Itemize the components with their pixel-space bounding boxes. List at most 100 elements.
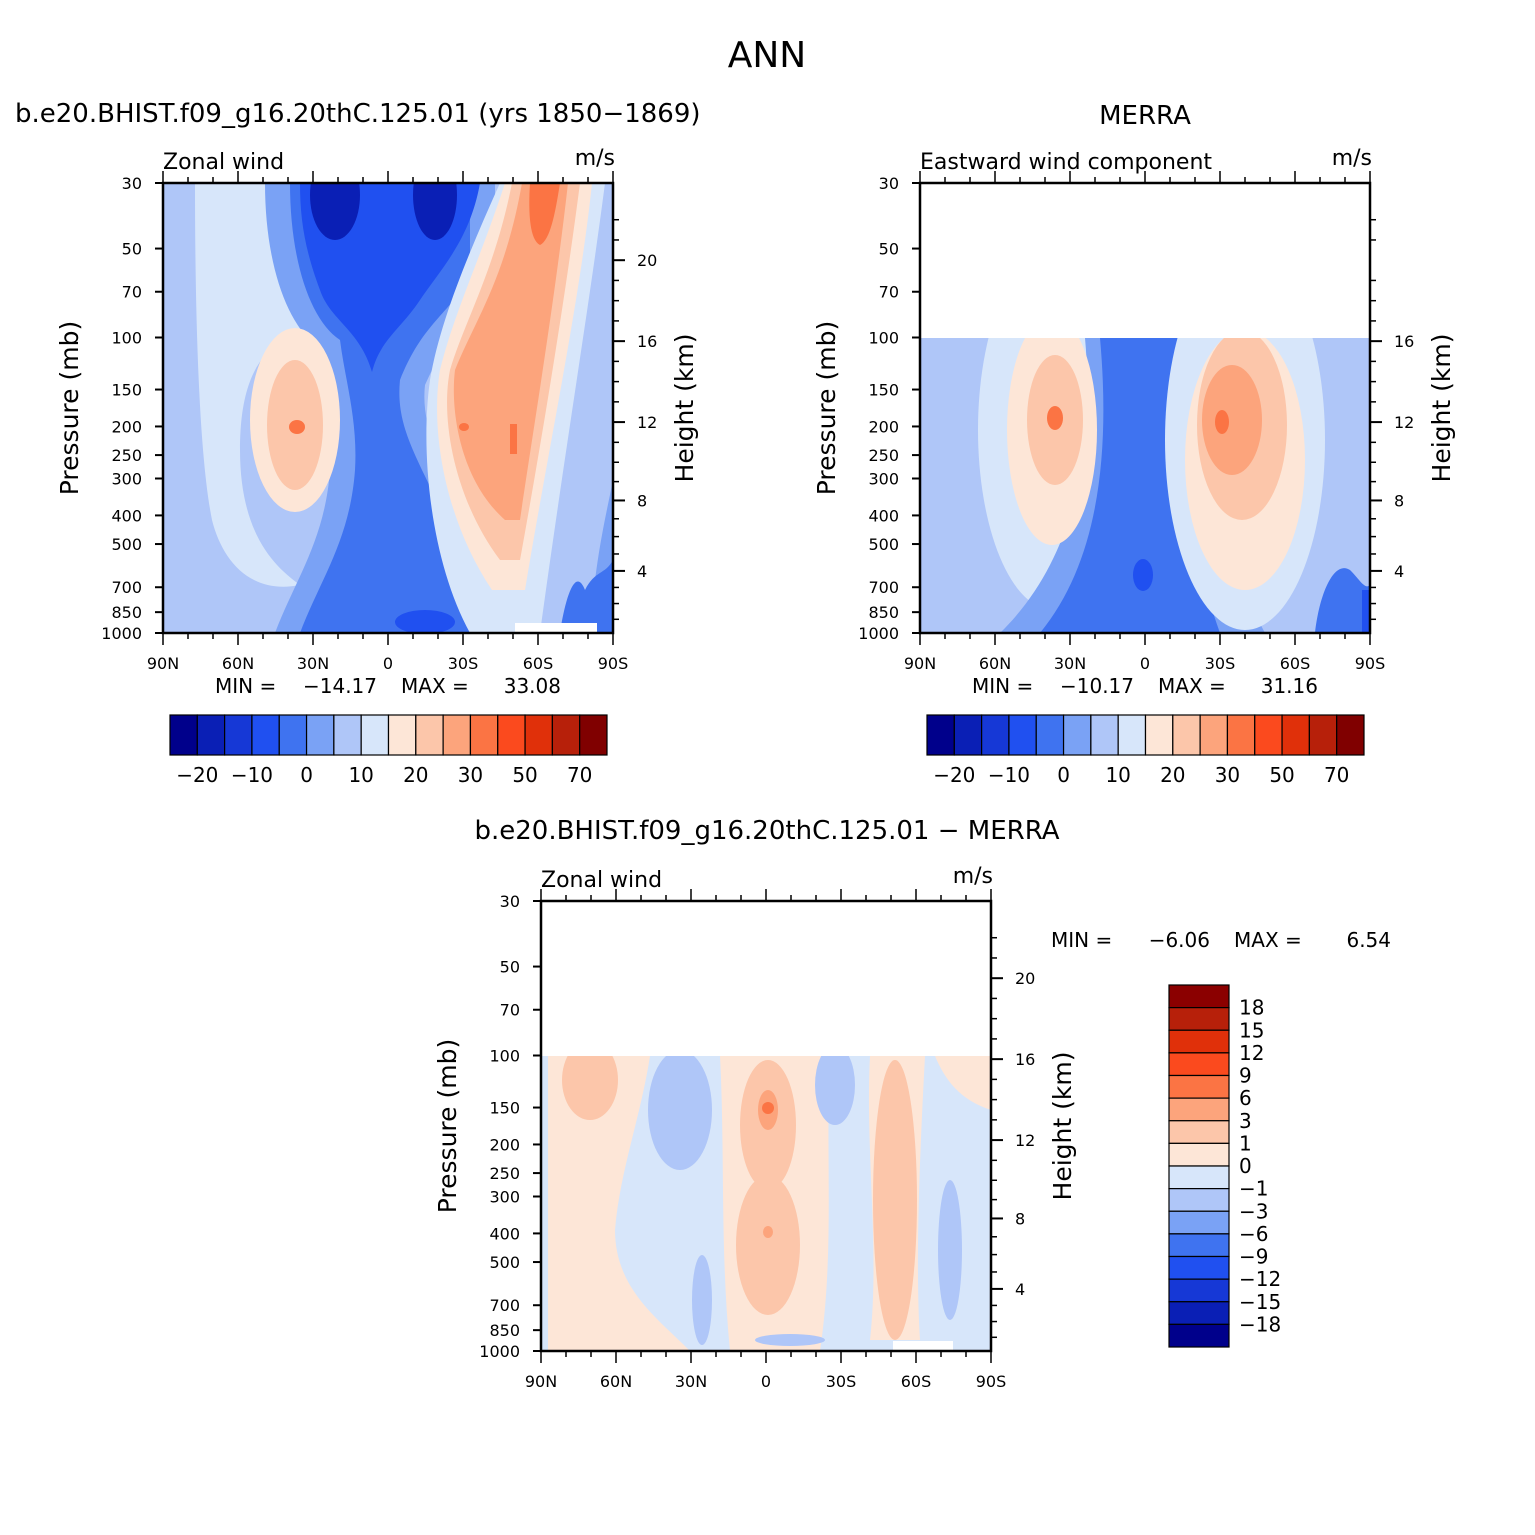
colorbar-box [1117,714,1147,756]
colorbar-label: 18 [1239,996,1264,1020]
x-tick-label: 30S [826,1372,857,1391]
colorbar-label: 30 [1215,763,1240,787]
x-tick-label: 90S [976,1372,1007,1391]
y2-axis-title: Height (km) [1427,334,1456,483]
y2-tick-label: 8 [637,491,647,510]
colorbar-box [1168,1188,1230,1212]
x-tick-label: 0 [383,654,393,673]
y2-tick-label: 16 [637,332,657,351]
y2-axis-title: Height (km) [1048,1052,1077,1201]
y-tick-label: 70 [122,283,142,302]
colorbar-label: 0 [1239,1154,1252,1178]
y-tick-label: 100 [111,329,142,348]
x-tick-label: 30N [1054,654,1086,673]
colorbar-label: 0 [300,763,313,787]
contour-field [541,1056,991,1351]
colorbar-box [579,714,608,756]
colorbar-label: −9 [1239,1245,1268,1269]
colorbar-box [551,714,581,756]
units-label: m/s [575,146,615,171]
min-label: MIN = [215,674,276,698]
x-tick-label: 90N [147,654,179,673]
y-tick-label: 150 [489,1099,520,1118]
panel-title: b.e20.BHIST.f09_g16.20thC.125.01 (yrs 18… [15,99,701,129]
colorbar-box [1281,714,1310,756]
max-label: MAX = [401,674,469,698]
colorbar-label: 15 [1239,1018,1264,1042]
y-tick-label: 70 [500,1001,520,1020]
y-tick-label: 70 [879,283,899,302]
colorbar-label: 0 [1057,763,1070,787]
max-label: MAX = [1158,674,1226,698]
colorbar-label: 50 [512,763,537,787]
colorbar-box [981,714,1010,756]
y-tick-label: 150 [111,381,142,400]
colorbar-box [953,714,983,756]
max-value: 33.08 [504,674,561,698]
x-tick-label: 0 [761,1372,771,1391]
x-tick-label: 60S [523,654,554,673]
colorbar-box [196,714,226,756]
y-tick-label: 850 [868,603,899,622]
y-axis-title: Pressure (mb) [433,1039,462,1213]
colorbar-box [1308,714,1338,756]
y-tick-label: 1000 [858,624,899,643]
y2-tick-label: 4 [637,562,647,581]
y2-tick-label: 4 [1394,562,1404,581]
colorbar-label: −1 [1239,1177,1268,1201]
colorbar-box [169,714,198,756]
field-label: Zonal wind [163,150,284,175]
colorbar-box [926,714,955,756]
y2-axis-title: Height (km) [670,334,699,483]
y2-tick-label: 20 [637,251,657,270]
colorbar-box [1008,714,1037,756]
y-tick-label: 850 [489,1321,520,1340]
x-tick-label: 90N [904,654,936,673]
x-tick-label: 30N [297,654,329,673]
x-tick-label: 60S [901,1372,932,1391]
colorbar-box [1168,1007,1230,1031]
y-axis-title: Pressure (mb) [55,321,84,495]
colorbar-label: 12 [1239,1041,1264,1065]
y-tick-label: 30 [879,174,899,193]
colorbar-box [415,714,444,756]
units-label: m/s [953,864,993,889]
colorbar-box [224,714,253,756]
y2-tick-label: 8 [1394,491,1404,510]
colorbar-box [442,714,472,756]
min-value: −10.17 [1060,674,1134,698]
colorbar-box [278,714,308,756]
colorbar-box [1168,1097,1230,1122]
y-tick-label: 500 [868,535,899,554]
colorbar-label: −20 [176,763,218,787]
colorbar-label: −3 [1239,1199,1268,1223]
colorbar-box [497,714,526,756]
y2-tick-label: 20 [1015,969,1035,988]
x-tick-label: 0 [1140,654,1150,673]
min-label: MIN = [972,674,1033,698]
x-tick-label: 90N [525,1372,557,1391]
colorbar-box [1168,1233,1230,1258]
panel-title: b.e20.BHIST.f09_g16.20thC.125.01 − MERRA [474,816,1059,846]
y-tick-label: 250 [111,446,142,465]
y-tick-label: 400 [868,506,899,525]
colorbar-box [1168,1255,1230,1280]
colorbar-box [1168,1301,1230,1325]
colorbar-box [1199,714,1229,756]
colorbar-box [1168,984,1230,1009]
y-tick-label: 50 [500,958,520,977]
colorbar-label: 70 [567,763,592,787]
colorbar-box [1168,1165,1230,1190]
y-tick-label: 300 [111,469,142,488]
colorbar-box [305,714,335,756]
y2-tick-label: 8 [1015,1209,1025,1228]
y-tick-label: 100 [489,1047,520,1066]
colorbar-box [1168,1142,1230,1167]
min-label: MIN = [1051,928,1112,952]
colorbar-box [1168,1029,1230,1054]
colorbar-label: 1 [1239,1131,1252,1155]
colorbar-box [524,714,553,756]
y2-tick-label: 4 [1015,1280,1025,1299]
y2-tick-label: 16 [1015,1050,1035,1069]
y-tick-label: 300 [868,469,899,488]
